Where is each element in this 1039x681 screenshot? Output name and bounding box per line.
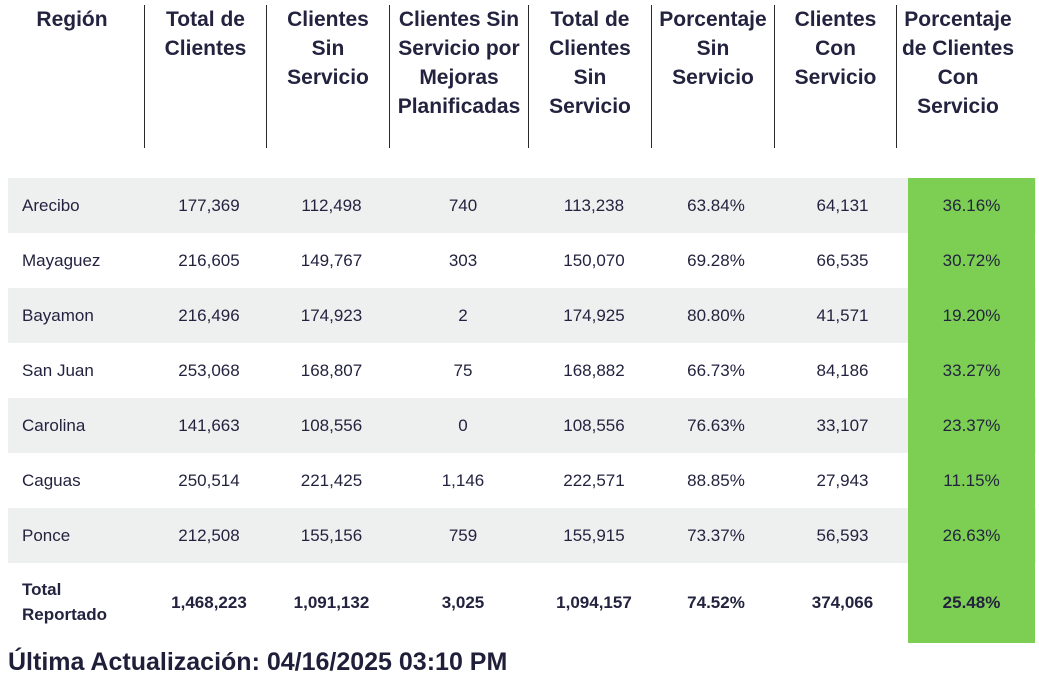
- table-header: Región Total de Clientes Clientes Sin Serv…: [0, 0, 1039, 150]
- total-sin-servicio-mejoras: 3,025: [441, 593, 485, 612]
- total-total-clientes: 1,468,223: [171, 593, 247, 612]
- cell-total-sin-servicio: 174,925: [563, 306, 625, 325]
- cell-porcentaje-con-servicio: 26.63%: [908, 508, 1035, 563]
- cell-region: Caguas: [22, 471, 81, 490]
- cell-porcentaje-con-servicio: 23.37%: [908, 398, 1035, 453]
- cell-clientes-con-servicio: 41,571: [816, 306, 869, 325]
- cell-porcentaje-con-servicio: 19.20%: [908, 288, 1035, 343]
- cell-clientes-sin-servicio: 155,156: [300, 526, 363, 545]
- cell-clientes-sin-servicio: 112,498: [301, 196, 362, 215]
- cell-sin-servicio-mejoras: 0: [458, 416, 468, 435]
- table-row: Mayaguez 216,605 149,767 303 150,070 69.28% 66…: [8, 233, 1036, 288]
- cell-clientes-sin-servicio: 168,807: [300, 361, 363, 380]
- cell-total-clientes: 253,068: [178, 361, 240, 380]
- header-total-clientes: Total de Clientes: [145, 5, 267, 148]
- cell-porcentaje-sin-servicio: 63.84%: [687, 196, 745, 215]
- cell-clientes-con-servicio: 33,107: [816, 416, 869, 435]
- cell-clientes-con-servicio: 66,535: [816, 251, 869, 270]
- cell-region: Mayaguez: [22, 251, 101, 270]
- cell-total-clientes: 177,369: [178, 196, 240, 215]
- table-row: Ponce 212,508 155,156 759 155,915 73.37% 56,59…: [8, 508, 1036, 563]
- cell-region: Ponce: [22, 526, 71, 545]
- total-label-line1: Total: [22, 580, 62, 599]
- cell-sin-servicio-mejoras: 740: [448, 196, 478, 215]
- cell-region: Bayamon: [22, 306, 94, 325]
- table-row: San Juan 253,068 168,807 75 168,882 66.73% 84,…: [8, 343, 1036, 398]
- outage-table: Arecibo 177,369 112,498 740 113,238 63.84% 64,…: [8, 178, 1036, 643]
- cell-clientes-sin-servicio: 174,923: [300, 306, 363, 325]
- cell-sin-servicio-mejoras: 1,146: [441, 471, 485, 490]
- cell-sin-servicio-mejoras: 2: [458, 306, 468, 325]
- table-row: Bayamon 216,496 174,923 2 174,925 80.80% 41,57…: [8, 288, 1036, 343]
- cell-clientes-sin-servicio: 149,767: [300, 251, 363, 270]
- cell-total-sin-servicio: 155,915: [563, 526, 625, 545]
- total-porcentaje-sin-servicio: 74.52%: [687, 593, 745, 612]
- table-row: Carolina 141,663 108,556 0 108,556 76.63% 33,1…: [8, 398, 1036, 453]
- cell-porcentaje-con-servicio: 11.15%: [908, 453, 1035, 508]
- header-region: Región: [0, 5, 145, 148]
- cell-porcentaje-con-servicio: 30.72%: [908, 233, 1035, 288]
- total-clientes-con-servicio: 374,066: [811, 593, 874, 612]
- cell-region: Arecibo: [22, 196, 80, 215]
- cell-total-clientes: 216,605: [178, 251, 240, 270]
- cell-sin-servicio-mejoras: 759: [448, 526, 478, 545]
- header-porcentaje-con-servicio: Porcentaje de Clientes Con Servicio: [901, 8, 1015, 118]
- table-row: Arecibo 177,369 112,498 740 113,238 63.84% 64,…: [8, 178, 1036, 233]
- cell-porcentaje-sin-servicio: 88.85%: [687, 471, 745, 490]
- cell-porcentaje-sin-servicio: 69.28%: [687, 251, 745, 270]
- cell-total-clientes: 141,663: [178, 416, 240, 435]
- total-row: Total Reportado 1,468,223 1,091,132 3,025 1,0…: [8, 563, 1036, 643]
- total-porcentaje-con-servicio: 25.48%: [908, 563, 1035, 643]
- cell-porcentaje-sin-servicio: 73.37%: [687, 526, 745, 545]
- cell-clientes-con-servicio: 56,593: [816, 526, 869, 545]
- cell-porcentaje-con-servicio: 36.16%: [908, 178, 1035, 233]
- cell-clientes-con-servicio: 27,943: [816, 471, 869, 490]
- header-clientes-sin-servicio: Clientes Sin Servicio: [267, 5, 390, 148]
- cell-porcentaje-con-servicio: 33.27%: [908, 343, 1035, 398]
- header-total-sin-servicio: Total de Clientes Sin Servicio: [529, 5, 652, 148]
- cell-total-sin-servicio: 108,556: [563, 416, 625, 435]
- total-clientes-sin-servicio: 1,091,132: [293, 593, 370, 612]
- cell-total-clientes: 212,508: [178, 526, 240, 545]
- cell-region: San Juan: [22, 361, 94, 380]
- cell-porcentaje-sin-servicio: 80.80%: [687, 306, 745, 325]
- cell-sin-servicio-mejoras: 75: [453, 361, 473, 380]
- cell-porcentaje-sin-servicio: 76.63%: [687, 416, 745, 435]
- cell-sin-servicio-mejoras: 303: [448, 251, 478, 270]
- total-total-sin-servicio: 1,094,157: [556, 593, 632, 612]
- cell-total-sin-servicio: 150,070: [563, 251, 625, 270]
- cell-total-sin-servicio: 222,571: [563, 471, 625, 490]
- total-label-line2: Reportado: [22, 605, 107, 624]
- table-row: Caguas 250,514 221,425 1,146 222,571 88.85% 27…: [8, 453, 1036, 508]
- total-label: Total Reportado: [8, 563, 148, 643]
- cell-total-sin-servicio: 113,238: [563, 196, 625, 215]
- cell-clientes-con-servicio: 64,131: [816, 196, 869, 215]
- cell-clientes-sin-servicio: 221,425: [300, 471, 363, 490]
- cell-total-sin-servicio: 168,882: [563, 361, 625, 380]
- cell-total-clientes: 250,514: [178, 471, 240, 490]
- header-clientes-con-servicio: Clientes Con Servicio: [775, 5, 897, 148]
- header-sin-servicio-mejoras: Clientes Sin Servicio por Mejoras Planif…: [390, 5, 529, 148]
- header-porcentaje-sin-servicio: Porcentaje Sin Servicio: [652, 5, 775, 148]
- cell-region: Carolina: [22, 416, 86, 435]
- last-updated: Última Actualización: 04/16/2025 03:10 P…: [8, 648, 508, 676]
- cell-total-clientes: 216,496: [178, 306, 240, 325]
- cell-porcentaje-sin-servicio: 66.73%: [687, 361, 745, 380]
- cell-clientes-sin-servicio: 108,556: [300, 416, 363, 435]
- cell-clientes-con-servicio: 84,186: [816, 361, 869, 380]
